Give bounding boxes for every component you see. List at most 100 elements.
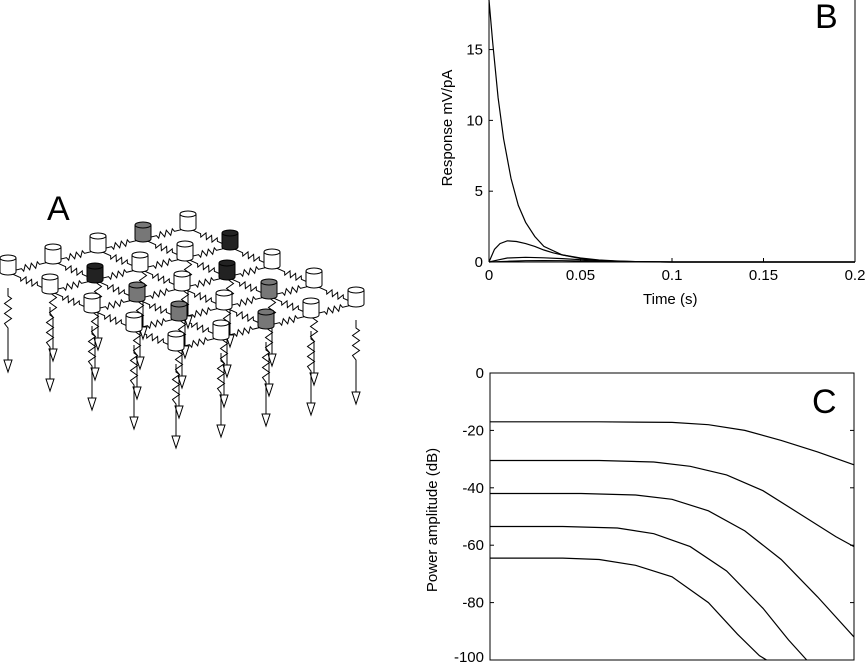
cell-top — [212, 319, 230, 327]
mesh-resistor — [133, 328, 177, 349]
ground-arrow — [351, 391, 361, 406]
mesh-resistor — [136, 287, 183, 300]
mesh-resistor — [223, 306, 267, 327]
ground-arrow — [264, 383, 274, 398]
cell-top — [173, 270, 191, 278]
panel-c-series-line-3 — [490, 492, 855, 638]
cell-body — [0, 258, 17, 276]
mesh-resistor — [52, 260, 96, 281]
cell-white — [167, 330, 185, 352]
mesh-resistor — [133, 317, 180, 330]
mesh-resistor — [49, 290, 93, 311]
leak-resistor — [3, 288, 13, 360]
mesh-resistor — [268, 284, 315, 297]
panel-c-series-line-5 — [490, 557, 767, 661]
cell-body — [173, 274, 191, 292]
panel-b-xlabel: Time (s) — [643, 291, 697, 308]
mesh-resistor — [91, 298, 138, 311]
cell-body — [176, 244, 194, 262]
cell-body — [263, 252, 281, 270]
panel-c-ytick-label: -20 — [462, 422, 484, 439]
panel-c-ytick-label: -100 — [454, 649, 484, 664]
mesh-resistor — [97, 238, 144, 251]
cell-body — [167, 334, 185, 352]
panel-b-series-line-1 — [488, 0, 855, 263]
panel-c-series-line-1 — [490, 421, 855, 466]
panel-c-series — [490, 421, 855, 661]
panel-b-xtick-label: 0.1 — [662, 267, 683, 284]
cell-body — [83, 296, 101, 314]
panel-c-ytick-label: -80 — [462, 595, 484, 612]
cell-body — [347, 290, 365, 308]
cell-top — [89, 232, 107, 240]
panel-b-ylabel: Response mV/pA — [439, 70, 456, 187]
mesh-resistor — [142, 238, 186, 259]
cell-top — [221, 229, 239, 237]
ground-arrow — [309, 372, 319, 387]
ground-arrow — [174, 405, 184, 420]
cell-body — [218, 263, 236, 281]
panel-b-letter: B — [815, 0, 838, 36]
mesh-resistor — [310, 303, 357, 316]
cell-top — [86, 262, 104, 270]
cell-top — [131, 251, 149, 259]
cell-white — [347, 286, 365, 308]
cell-top — [83, 292, 101, 300]
cell-body — [134, 225, 152, 243]
ground-arrow — [261, 413, 271, 428]
mesh-resistor — [226, 265, 273, 278]
mesh-resistor — [142, 227, 189, 240]
cell-top — [257, 308, 275, 316]
panel-c-series-line-4 — [490, 525, 808, 661]
panel-c-ytick-label: -40 — [462, 480, 484, 497]
leak-resistor — [351, 320, 361, 392]
cell-body — [41, 277, 59, 295]
mesh-resistor — [178, 317, 222, 338]
cell-white — [263, 248, 281, 270]
ground-arrow — [87, 397, 97, 412]
panel-b-series-line-4 — [488, 259, 855, 263]
mesh-resistor — [175, 336, 222, 349]
panel-b-xtick-label: 0 — [485, 267, 493, 284]
cell-top — [0, 254, 17, 262]
panel-c-series-line-2 — [490, 459, 855, 548]
panel-c-ticks: 0 -20 -40 -60 -80 -100 — [454, 365, 854, 664]
cell-white — [44, 243, 62, 265]
panel-a-letter: A — [47, 190, 70, 228]
ground-arrow — [171, 435, 181, 450]
panel-c-ylabel: Power amplitude (dB) — [424, 448, 441, 592]
mesh-resistor — [97, 249, 141, 270]
cell-body — [257, 312, 275, 330]
mesh-resistor — [49, 279, 96, 292]
panel-b-ticks: 0 0.05 0.1 0.15 0.2 0 5 10 15 — [466, 42, 865, 284]
cell-body — [179, 214, 197, 232]
cell-white — [131, 251, 149, 273]
cell-white — [0, 254, 17, 276]
cell-body — [305, 271, 323, 289]
panel-b-ytick-label: 15 — [466, 42, 483, 59]
cell-hatch — [128, 281, 146, 303]
cell-white — [83, 292, 101, 314]
cell-dark — [221, 229, 239, 251]
panel-b-ytick-label: 0 — [475, 254, 483, 271]
cell-top — [215, 289, 233, 297]
cell-body — [128, 285, 146, 303]
mesh-resistor — [268, 295, 312, 316]
mesh-resistor — [229, 246, 273, 267]
mesh-resistor — [265, 314, 312, 327]
cell-top — [305, 267, 323, 275]
cell-hatch — [257, 308, 275, 330]
cell-white — [89, 232, 107, 254]
mesh-resistor — [94, 268, 141, 281]
panel-c-ytick-label: -60 — [462, 537, 484, 554]
cell-body — [215, 293, 233, 311]
cell-body — [221, 233, 239, 251]
leak-resistor — [306, 331, 316, 403]
ground-arrow — [306, 402, 316, 417]
ground-arrow — [48, 348, 58, 363]
mesh-resistor — [139, 268, 183, 289]
cell-hatch — [170, 300, 188, 322]
panel-b-xtick-label: 0.05 — [566, 267, 595, 284]
cell-body — [131, 255, 149, 273]
